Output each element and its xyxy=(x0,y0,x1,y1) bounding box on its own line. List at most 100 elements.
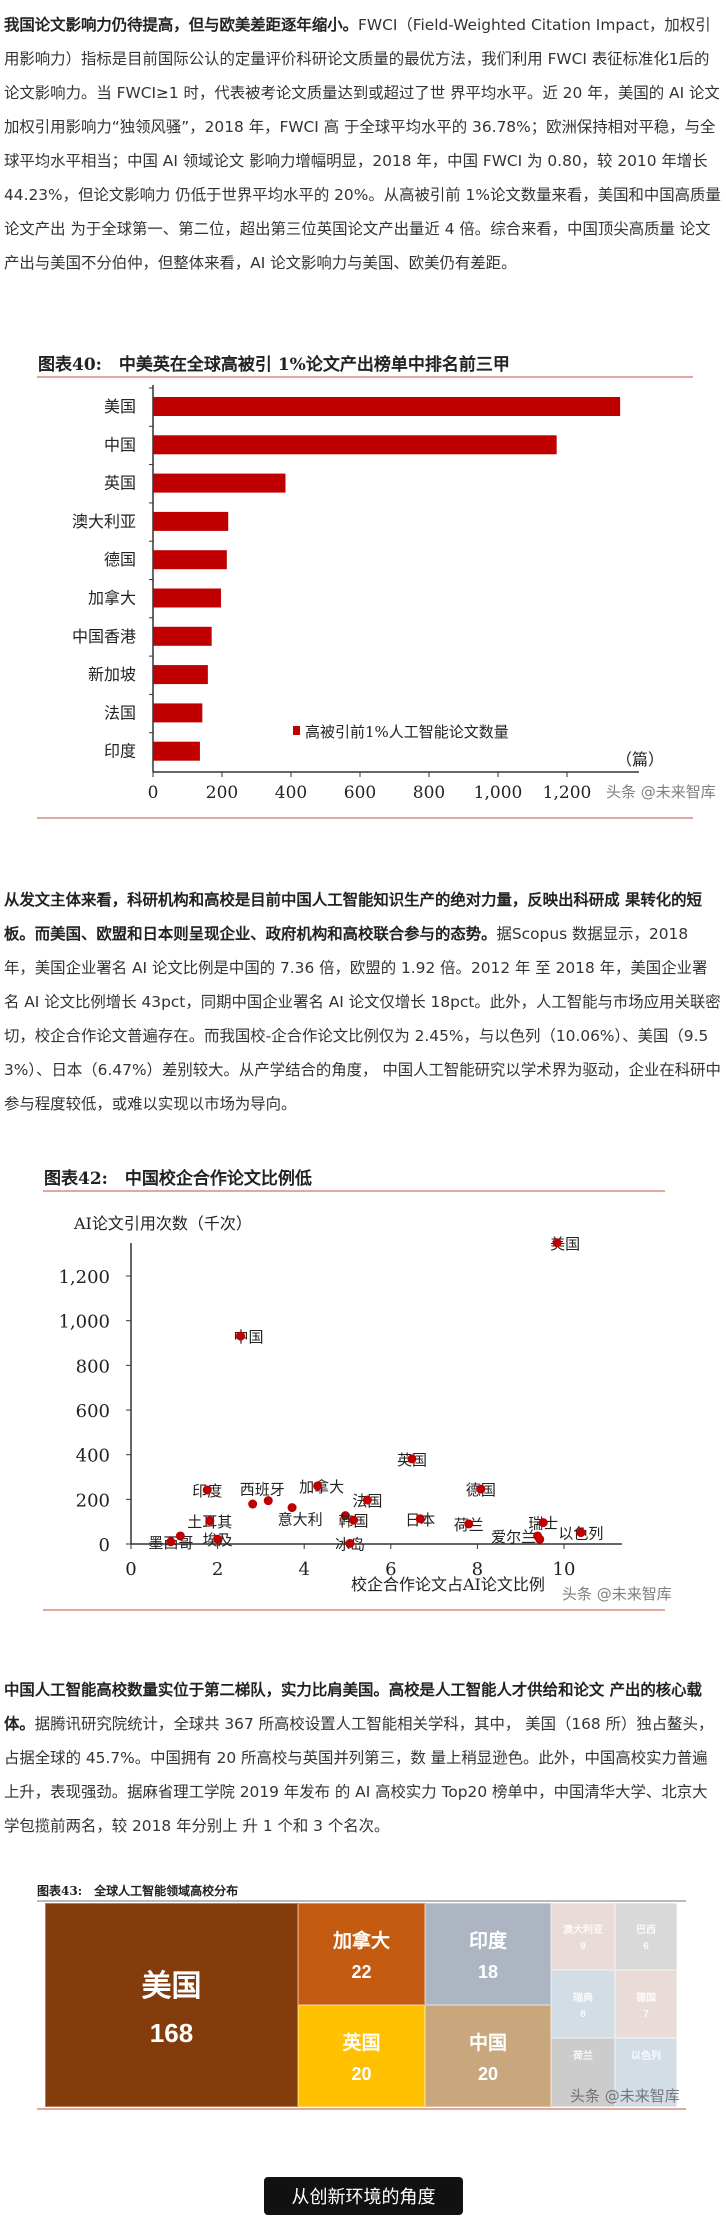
x-tick-label: 1,000 xyxy=(474,783,523,803)
y-tick-label: 400 xyxy=(76,1446,110,1467)
x-tick-label: 8 xyxy=(472,1559,483,1580)
data-point-日本 xyxy=(415,1514,425,1524)
category-label: 英国 xyxy=(104,474,136,493)
figure-42-title: 图表42: 中国校企合作论文比例低 xyxy=(44,1169,312,1189)
treemap-cell-瑞典: 瑞典 8 xyxy=(551,1970,615,2038)
legend-swatch xyxy=(293,726,300,735)
watermark: 头条 @未来智库 xyxy=(562,1585,672,1603)
category-label: 中国 xyxy=(104,435,136,454)
point-label: 意大利 xyxy=(278,1511,323,1529)
category-label: 新加坡 xyxy=(88,665,136,684)
data-point xyxy=(248,1499,258,1509)
treemap-label: 德国 xyxy=(636,1992,656,2004)
treemap-cell-荷兰: 荷兰 xyxy=(551,2038,615,2107)
treemap-label: 瑞典 xyxy=(573,1992,593,2004)
treemap-cell-巴西: 巴西 6 xyxy=(615,1903,677,1970)
treemap-value: 7 xyxy=(643,2008,649,2020)
figure-43-top-rule xyxy=(37,1900,686,1902)
treemap-label: 以色列 xyxy=(631,2051,661,2062)
treemap-label: 澳大利亚 xyxy=(563,1925,603,1936)
x-axis-title: 校企合作论文占AI论文比例 xyxy=(351,1575,545,1594)
treemap-cell-印度: 印度 18 xyxy=(425,1903,551,2005)
data-point-荷兰 xyxy=(464,1519,474,1529)
data-point xyxy=(340,1511,350,1521)
figure-40-bottom-rule xyxy=(37,817,693,819)
treemap-cell-澳大利亚: 澳大利亚 9 xyxy=(551,1903,615,1970)
y-tick-label: 0 xyxy=(99,1535,110,1556)
y-tick-label: 600 xyxy=(76,1401,110,1422)
figure-42-scatter-chart: AI论文引用次数（千次） 0 200 400 600 800 1,000 1,200 0 2 4 6 8… xyxy=(58,1214,622,1594)
category-label: 德国 xyxy=(104,550,136,569)
treemap-cell-中国: 中国 20 xyxy=(425,2005,551,2107)
data-point-法国 xyxy=(362,1495,372,1505)
category-label: 印度 xyxy=(104,742,136,761)
bar-新加坡 xyxy=(153,665,208,685)
category-label: 美国 xyxy=(104,397,136,416)
unit-label: （篇） xyxy=(616,750,664,769)
bar-加拿大 xyxy=(153,588,221,608)
data-point-瑞士 xyxy=(538,1518,548,1528)
y-tick-label: 1,200 xyxy=(58,1267,110,1288)
x-tick-label: 6 xyxy=(385,1559,396,1580)
data-point-西班牙 xyxy=(263,1496,273,1506)
bar-印度 xyxy=(153,741,200,761)
watermark: 头条 @未来智库 xyxy=(606,783,716,801)
category-label: 中国香港 xyxy=(72,627,136,646)
point-label: 西班牙 xyxy=(240,1481,285,1499)
bar-中国香港 xyxy=(153,626,212,646)
figure-40-title: 图表40: 中美英在全球高被引 1%论文产出榜单中排名前三甲 xyxy=(38,355,510,375)
x-tick-label: 600 xyxy=(344,783,376,803)
treemap-value: 22 xyxy=(351,1961,372,1982)
figure-43-bottom-rule xyxy=(37,2108,686,2110)
figure-40-top-rule xyxy=(37,376,693,378)
data-point-加拿大 xyxy=(313,1481,323,1491)
x-tick-label: 4 xyxy=(298,1559,309,1580)
data-point-冰岛 xyxy=(345,1538,355,1548)
x-tick-label: 1,200 xyxy=(543,783,592,803)
y-tick-label: 1,000 xyxy=(58,1312,110,1333)
category-label: 澳大利亚 xyxy=(72,512,136,531)
paragraph-universities: 中国人工智能高校数量实位于第二梯队，实力比肩美国。高校是人工智能人才供给和论文 … xyxy=(4,1673,722,1843)
data-point-中国 xyxy=(236,1331,246,1341)
treemap-cell-以色列: 以色列 xyxy=(615,2038,677,2107)
bar-法国 xyxy=(153,703,203,723)
category-label: 法国 xyxy=(104,703,136,722)
data-point xyxy=(535,1534,545,1544)
treemap-label: 英国 xyxy=(342,2031,381,2054)
treemap-value: 18 xyxy=(477,1961,499,1982)
paragraph-lead: 从发文主体来看，科研机构和高校是目前中国人工智能知识生产的绝对力量，反映出科研成… xyxy=(4,891,702,943)
paragraph-lead: 我国论文影响力仍待提高，但与欧美差距逐年缩小。 xyxy=(4,16,358,34)
treemap-label: 加拿大 xyxy=(332,1929,390,1952)
figure-42-bottom-rule xyxy=(43,1609,665,1611)
data-point-英国 xyxy=(407,1454,417,1464)
legend-label: 高被引前1%人工智能论文数量 xyxy=(305,723,509,741)
data-point xyxy=(175,1531,185,1541)
data-point-意大利 xyxy=(287,1503,297,1513)
bar-美国 xyxy=(153,397,621,416)
bar-中国 xyxy=(153,435,557,455)
treemap-value: 20 xyxy=(477,2063,499,2084)
bar-英国 xyxy=(153,473,286,493)
paragraph-body: FWCI（Field-Weighted Citation Impact，加权引用… xyxy=(4,16,721,272)
data-point-墨西哥 xyxy=(166,1537,176,1547)
x-tick-label: 0 xyxy=(148,783,159,803)
x-tick-label: 800 xyxy=(413,783,445,803)
data-point-德国 xyxy=(476,1484,486,1494)
treemap-value: 9 xyxy=(580,1941,586,1952)
y-axis-title: AI论文引用次数（千次） xyxy=(73,1214,252,1233)
treemap-cell-美国: 美国 168 xyxy=(45,1903,298,2107)
paragraph-body: 据Scopus 数据显示，2018 年，美国企业署名 AI 论文比例是中国的 7… xyxy=(4,925,721,1113)
treemap-value: 8 xyxy=(580,2008,586,2020)
section-heading-button[interactable]: 从创新环境的角度 xyxy=(264,2177,463,2215)
paragraph-fwci: 我国论文影响力仍待提高，但与欧美差距逐年缩小。FWCI（Field-Weight… xyxy=(4,8,722,280)
treemap-label: 美国 xyxy=(141,1969,202,2004)
treemap-value: 20 xyxy=(351,2063,372,2084)
x-tick-label: 0 xyxy=(125,1559,136,1580)
treemap-label: 中国 xyxy=(468,2031,507,2054)
paragraph-body: 据腾讯研究院统计，全球共 367 所高校设置人工智能相关学科，其中， 美国（16… xyxy=(4,1715,714,1835)
category-label: 加拿大 xyxy=(88,589,136,608)
figure-42-top-rule xyxy=(43,1190,665,1192)
point-label: 爱尔兰 xyxy=(491,1528,536,1546)
paragraph-lead: 中国人工智能高校数量实位于第二梯队，实力比肩美国。高校是人工智能人才供给和论文 … xyxy=(4,1681,702,1733)
